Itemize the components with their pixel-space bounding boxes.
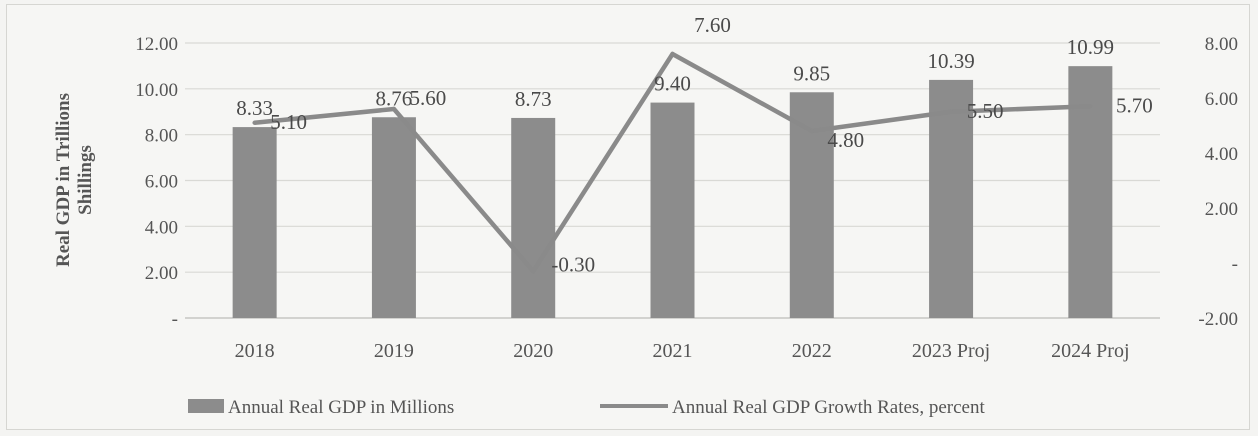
bar-value-label: 8.73 <box>515 87 552 111</box>
left-tick-label: 12.00 <box>135 34 178 55</box>
legend-bar-swatch <box>188 399 224 413</box>
x-tick-label: 2022 <box>792 340 832 362</box>
left-tick-label: 6.00 <box>145 172 178 193</box>
left-axis-title-line: Shillings <box>75 145 96 215</box>
bar-value-label: 10.39 <box>927 49 974 73</box>
line-point <box>670 51 675 57</box>
line-point <box>391 106 397 112</box>
bar <box>371 117 416 318</box>
left-tick-label: 4.00 <box>145 217 178 238</box>
right-tick-label: 2.00 <box>1205 199 1238 220</box>
line-series <box>252 51 1093 274</box>
right-axis: -2.00-2.004.006.008.00 <box>1198 34 1238 330</box>
x-tick-label: 2023 Proj <box>912 340 990 362</box>
left-tick-label: 2.00 <box>145 263 178 284</box>
legend-line-label: Annual Real GDP Growth Rates, percent <box>672 397 985 418</box>
bar-value-label: 9.85 <box>793 61 830 85</box>
line-value-label: 5.10 <box>270 110 307 134</box>
chart-frame <box>6 4 1250 430</box>
line-value-label: -0.30 <box>551 252 595 276</box>
line-point <box>809 128 814 134</box>
x-tick-label: 2024 Proj <box>1051 340 1129 362</box>
line-value-label: 7.60 <box>694 13 731 37</box>
x-tick-label: 2018 <box>235 340 275 362</box>
left-tick-label: 10.00 <box>135 80 178 101</box>
right-tick-label: 6.00 <box>1205 89 1238 110</box>
line-point <box>948 109 954 114</box>
bar-value-label: 9.40 <box>654 72 691 96</box>
left-axis-title-text: Real GDP in TrillionsShillings <box>53 93 96 267</box>
left-tick-label: 8.00 <box>145 126 178 147</box>
line-point <box>531 269 536 274</box>
bar <box>511 117 556 318</box>
bar <box>929 79 974 318</box>
bar <box>789 92 834 318</box>
bar <box>1068 66 1113 318</box>
legend: Annual Real GDP in Millions Annual Real G… <box>188 397 985 418</box>
right-tick-label: 4.00 <box>1205 144 1238 165</box>
data-labels: 8.33 8.76 8.73 9.40 9.85 10.39 10.99 5.10 5.60 -0… <box>236 13 1152 276</box>
line-value-label: 5.70 <box>1116 93 1153 117</box>
left-tick-label: - <box>172 309 178 330</box>
legend-bar-label: Annual Real GDP in Millions <box>228 397 454 418</box>
right-tick-label: - <box>1232 254 1238 275</box>
left-axis: - 2.00 4.00 6.00 8.00 10.00 12.00 <box>135 34 178 330</box>
line-point <box>252 120 257 125</box>
x-tick-label: 2021 <box>653 340 693 362</box>
line-value-label: 4.80 <box>827 128 864 152</box>
line-value-label: 5.50 <box>967 99 1004 123</box>
right-tick-label: -2.00 <box>1198 309 1238 330</box>
bar <box>650 102 695 318</box>
x-tick-label: 2020 <box>513 340 553 362</box>
bar-value-label: 10.99 <box>1067 35 1114 59</box>
x-tick-label: 2019 <box>374 340 414 362</box>
line-point <box>1088 104 1093 109</box>
left-axis-title: Real GDP in TrillionsShillings <box>53 93 96 267</box>
x-axis: 2018 2019 2020 2021 2022 2023 Proj 2024 Proj <box>235 340 1130 362</box>
line-value-label: 5.60 <box>410 86 447 110</box>
bar-value-label: 8.76 <box>376 86 413 110</box>
left-axis-title-line: Real GDP in Trillions <box>53 93 74 267</box>
bar <box>232 127 277 319</box>
right-tick-label: 8.00 <box>1205 34 1238 55</box>
bar-value-label: 8.33 <box>236 96 273 120</box>
